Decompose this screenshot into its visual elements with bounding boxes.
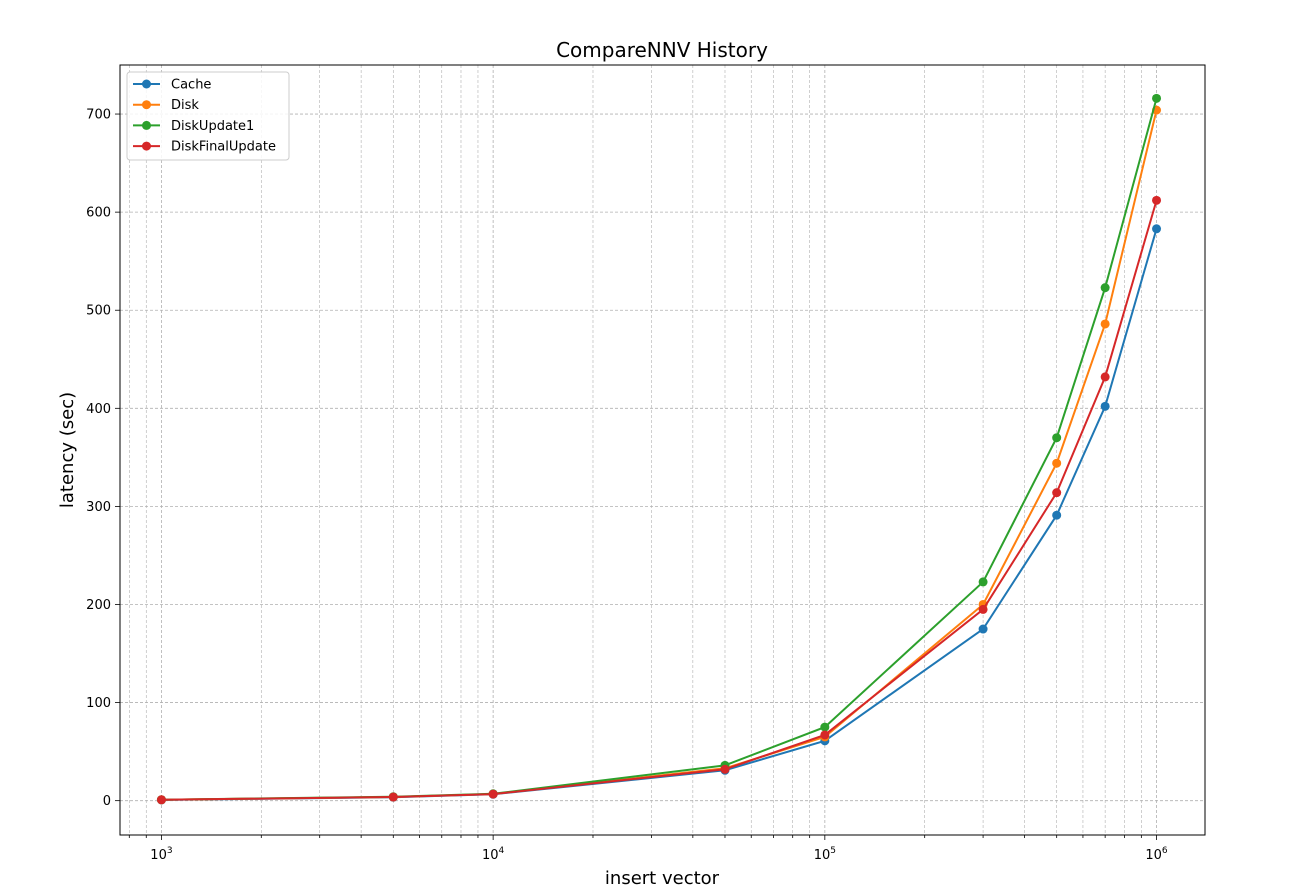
data-point	[1052, 433, 1062, 443]
legend-swatch-marker	[142, 141, 151, 151]
x-tick-label: 106	[1145, 846, 1168, 863]
data-point	[1052, 488, 1062, 498]
y-tick-label: 400	[86, 402, 111, 417]
legend-label: DiskUpdate1	[171, 119, 254, 134]
data-point	[156, 795, 166, 805]
legend-box	[126, 71, 290, 161]
y-tick-label: 500	[86, 304, 111, 319]
series-cache	[156, 224, 1162, 805]
y-axis: 0 100 200 300 400 500 600 700	[86, 108, 120, 809]
x-axis-label: insert vector	[605, 868, 720, 889]
legend-swatch-marker	[142, 120, 151, 130]
series-line	[161, 200, 1158, 801]
data-point	[1100, 372, 1110, 382]
y-tick-label: 0	[103, 794, 111, 809]
data-point	[820, 722, 830, 732]
x-tick-label: 103	[150, 846, 172, 863]
legend-item: DiskFinalUpdate	[133, 140, 276, 155]
data-point	[820, 730, 830, 740]
data-point	[1100, 401, 1110, 411]
grid-lines	[120, 65, 1205, 835]
x-tick-label: 105	[814, 846, 836, 863]
legend-item: Disk	[133, 98, 199, 113]
data-point	[978, 624, 988, 634]
data-point	[720, 764, 730, 774]
series-disk	[156, 105, 1162, 805]
series-layer	[156, 93, 1162, 805]
legend-label: DiskFinalUpdate	[171, 140, 276, 155]
legend-swatch-marker	[142, 100, 151, 110]
data-point	[978, 577, 988, 587]
legend-label: Disk	[171, 98, 199, 113]
plot-frame	[119, 64, 1206, 836]
data-point	[1100, 283, 1110, 293]
series-diskupdate1	[156, 93, 1162, 805]
y-tick-label: 200	[86, 598, 111, 613]
y-tick-label: 300	[86, 500, 111, 515]
y-tick-label: 600	[86, 206, 111, 221]
chart-title: CompareNNV History	[556, 38, 768, 62]
series-line	[161, 228, 1158, 801]
x-axis: 103 104 105 106	[128, 835, 1168, 863]
data-point	[488, 789, 498, 799]
data-point	[1052, 458, 1062, 468]
series-line	[161, 109, 1158, 801]
data-point	[1052, 510, 1062, 520]
legend: Cache Disk DiskUpdate1 DiskFinalUpdate	[126, 71, 290, 161]
data-point	[1100, 319, 1110, 329]
data-point	[1152, 195, 1162, 205]
series-diskfinalupdate	[156, 195, 1162, 805]
legend-swatch-marker	[142, 79, 151, 89]
data-point	[388, 792, 398, 802]
x-tick-label: 104	[482, 846, 505, 863]
data-point	[978, 604, 988, 614]
y-axis-label: latency (sec)	[57, 392, 78, 508]
y-tick-label: 100	[86, 696, 111, 711]
data-point	[1152, 224, 1162, 234]
y-tick-label: 700	[86, 108, 111, 123]
legend-item: DiskUpdate1	[133, 119, 254, 134]
legend-label: Cache	[171, 78, 211, 93]
series-line	[161, 98, 1158, 801]
data-point	[1152, 93, 1162, 103]
legend-item: Cache	[133, 78, 211, 93]
